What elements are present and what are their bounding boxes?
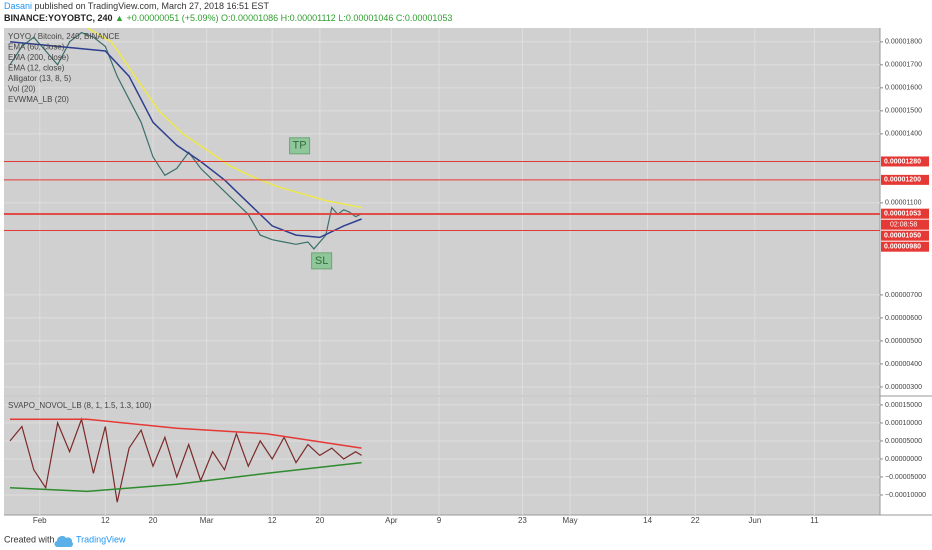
x-tick-label: May <box>563 516 578 525</box>
x-tick-label: 22 <box>691 516 700 525</box>
footer-created: Created with <box>4 534 55 544</box>
y-tick-label: 0.00000500 <box>885 338 922 345</box>
level-label: 0.00001200 <box>884 177 921 184</box>
series-line <box>9 31 362 250</box>
y-tick-label: 0.00001100 <box>885 200 922 207</box>
y-tick-label: −0.00010000 <box>885 492 926 499</box>
y-tick-label: 0.00005000 <box>885 438 922 445</box>
indicator-title: SVAPO_NOVOL_LB (8, 1, 1.5, 1.3, 100) <box>8 401 152 410</box>
price-panel <box>4 28 880 395</box>
y-tick-label: 0.00010000 <box>885 420 922 427</box>
x-tick-label: 9 <box>437 516 442 525</box>
legend-entry: EMA (60, close) <box>8 43 65 52</box>
countdown: 02:08:58 <box>890 222 917 229</box>
level-label-bg <box>881 174 929 185</box>
x-tick-label: 12 <box>101 516 110 525</box>
legend-entry: Vol (20) <box>8 85 36 94</box>
level-label: 0.00001053 <box>884 211 921 218</box>
annotation-text: SL <box>315 255 328 267</box>
author[interactable]: Dasani <box>4 1 32 11</box>
published: published on TradingView.com, March 27, … <box>35 1 270 11</box>
legend-entry: Alligator (13, 8, 5) <box>8 74 71 83</box>
y-tick-label: 0.00015000 <box>885 402 922 409</box>
ohlc: O:0.00001086 H:0.00001112 L:0.00001046 C… <box>221 13 452 23</box>
legend-entry: EVWMA_LB (20) <box>8 95 69 104</box>
y-tick-label: 0.00001400 <box>885 131 922 138</box>
y-tick-label: 0.00000000 <box>885 456 922 463</box>
x-tick-label: 11 <box>810 516 819 525</box>
y-tick-label: −0.00005000 <box>885 474 926 481</box>
tradingview-logo <box>54 536 73 548</box>
x-tick-label: 23 <box>518 516 527 525</box>
y-tick-label: 0.00001600 <box>885 85 922 92</box>
level-label-bg <box>881 208 929 219</box>
series-line <box>10 418 362 449</box>
x-tick-label: Jun <box>748 516 761 525</box>
x-tick-label: 20 <box>315 516 324 525</box>
level-label: 0.00001280 <box>884 158 921 165</box>
y-tick-label: 0.00001500 <box>885 108 922 115</box>
series-line <box>87 27 362 209</box>
annotation-box <box>289 137 311 155</box>
annotation-box <box>311 252 333 270</box>
y-tick-label: 0.00000600 <box>885 315 922 322</box>
level-label: 0.00000980 <box>884 244 921 251</box>
level-label-bg <box>881 156 929 167</box>
legend-entry: EMA (200, close) <box>8 53 69 62</box>
annotation-text: TP <box>293 140 307 152</box>
y-tick-label: 0.00000300 <box>885 384 922 391</box>
level-label-bg <box>881 230 929 241</box>
footer-brand[interactable]: TradingView <box>76 534 126 544</box>
header-line-1: Dasani published on TradingView.com, Mar… <box>4 1 270 11</box>
series-line <box>9 417 362 503</box>
x-tick-label: Feb <box>33 516 47 525</box>
change: ▲ +0.00000051 (+5.09%) <box>115 13 218 23</box>
plot-layer: Feb 12 20 Mar 12 20 Apr 9 23 May 14 22 Jun 11 0.000018… <box>4 27 929 525</box>
y-tick-label: 0.00000400 <box>885 361 922 368</box>
y-tick-label: 0.00001800 <box>885 39 922 46</box>
header-line-2: BINANCE:YOYOBTC, 240 ▲ +0.00000051 (+5.0… <box>4 13 452 23</box>
countdown-bg <box>881 219 929 230</box>
x-tick-label: 20 <box>149 516 158 525</box>
series-line <box>9 41 362 239</box>
indicator-panel <box>4 397 880 515</box>
x-tick-label: Mar <box>200 516 214 525</box>
level-label-bg <box>881 241 929 252</box>
legend-entry: EMA (12, close) <box>8 64 65 73</box>
x-tick-label: 14 <box>643 516 652 525</box>
symbol: BINANCE:YOYOBTC, 240 <box>4 13 113 23</box>
y-tick-label: 0.00000700 <box>885 292 922 299</box>
series-line <box>9 461 362 493</box>
level-label: 0.00001050 <box>884 233 921 240</box>
y-tick-label: 0.00001700 <box>885 62 922 69</box>
x-tick-label: 12 <box>268 516 277 525</box>
legend-entry: YOYO / Bitcoin, 240, BINANCE <box>8 32 120 41</box>
x-tick-label: Apr <box>385 516 398 525</box>
